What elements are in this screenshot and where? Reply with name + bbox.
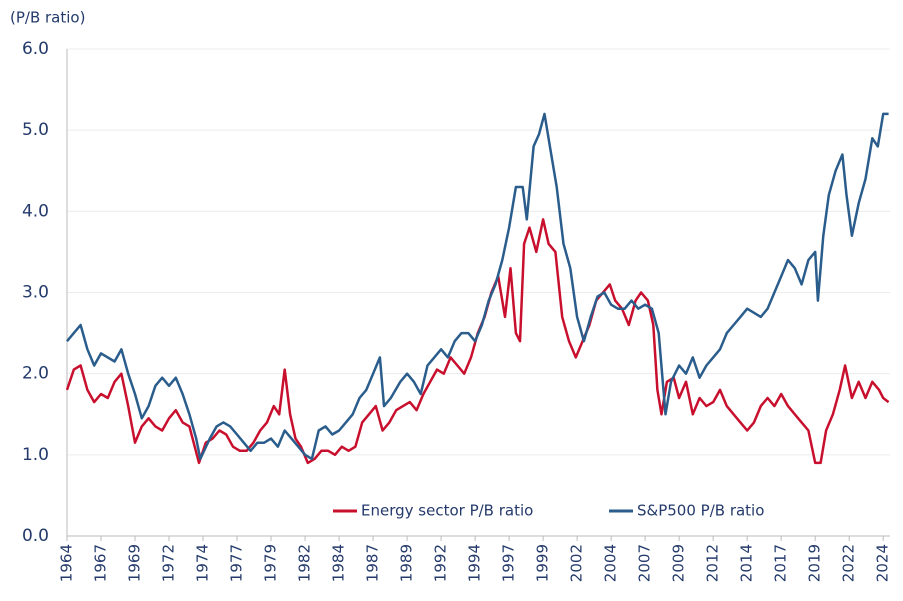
legend-text: Energy sector P/B ratio	[361, 502, 533, 520]
x-tick-label: 1994	[466, 544, 484, 582]
x-tick-label: 1982	[296, 544, 314, 582]
x-tick-label: 1974	[194, 544, 212, 582]
x-tick-label: 1967	[92, 544, 110, 582]
x-tick-label: 2022	[840, 544, 858, 582]
x-tick-label: 1997	[500, 544, 518, 582]
x-tick-label: 1992	[432, 544, 450, 582]
y-axis-label: (P/B ratio)	[10, 9, 85, 27]
x-tick-label: 2019	[806, 544, 824, 582]
x-tick-label: 2012	[704, 544, 722, 582]
x-tick-label: 1984	[330, 544, 348, 582]
y-tick-label: 5.0	[22, 120, 49, 140]
x-tick-label: 1977	[228, 544, 246, 582]
line-series	[66, 112, 889, 461]
x-tick-label: 1987	[364, 544, 382, 582]
x-tick-label: 1964	[58, 544, 76, 582]
y-tick-label: 1.0	[22, 445, 49, 465]
x-tick-label: 2017	[772, 544, 790, 582]
x-tick-label: 1989	[398, 544, 416, 582]
x-tick-label: 1972	[160, 544, 178, 582]
y-tick-label: 3.0	[22, 283, 49, 303]
y-tick-label: 0.0	[22, 526, 49, 546]
x-tick-label: 1999	[534, 544, 552, 582]
x-tick-label: 2024	[874, 544, 892, 582]
x-tick-label: 2007	[636, 544, 654, 582]
x-tick-label: 2004	[602, 544, 620, 582]
x-tick-label: 2009	[670, 544, 688, 582]
x-tick-label: 2002	[568, 544, 586, 582]
x-tick-label: 1979	[262, 544, 280, 582]
y-tick-label: 4.0	[22, 201, 49, 221]
y-tick-label: 6.0	[22, 39, 49, 59]
y-tick-label: 2.0	[22, 364, 49, 384]
line-series	[65, 218, 890, 465]
x-tick-label: 2014	[738, 544, 756, 582]
legend-text: S&P500 P/B ratio	[637, 502, 764, 520]
x-tick-label: 1969	[126, 544, 144, 582]
